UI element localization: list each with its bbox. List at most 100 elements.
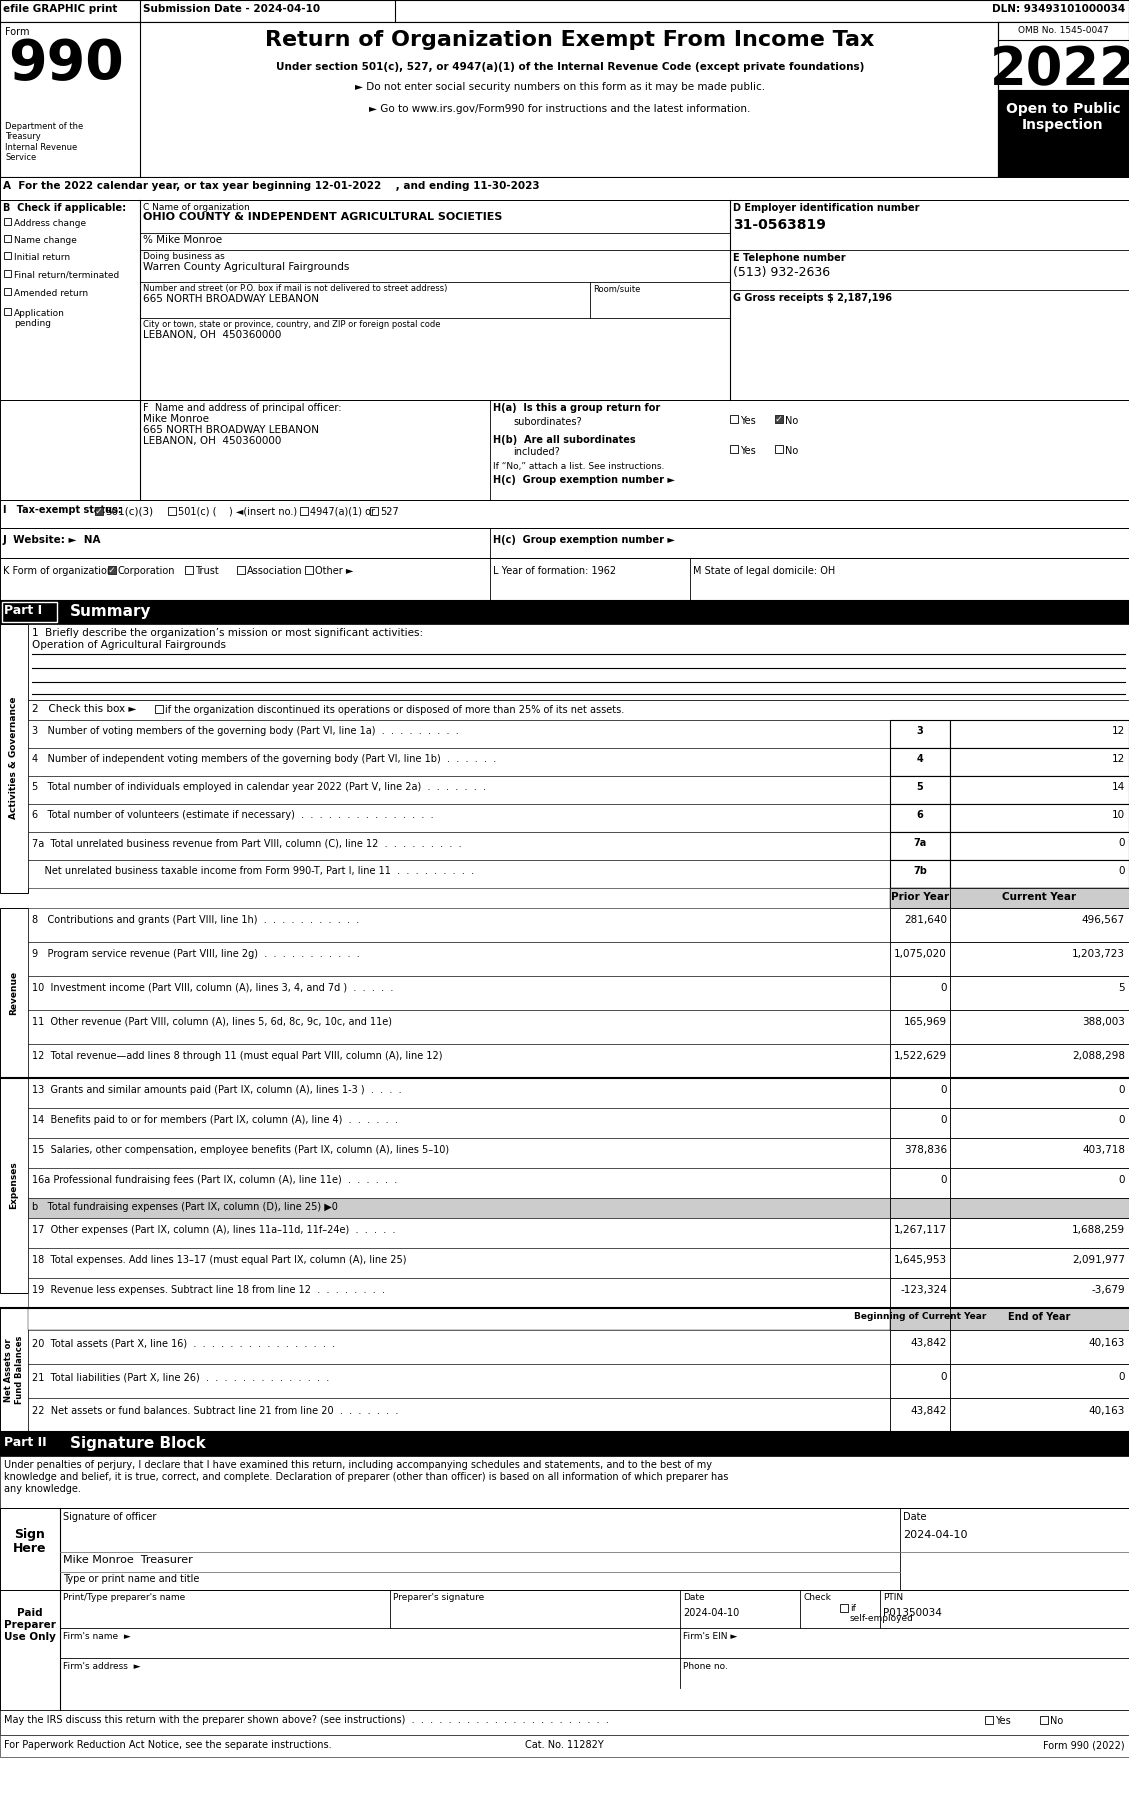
Text: Mike Monroe: Mike Monroe [143, 414, 209, 424]
Bar [108, 566, 116, 573]
Bar [890, 1308, 949, 1330]
Bar [890, 1010, 949, 1045]
Bar [890, 1197, 949, 1217]
Text: 4: 4 [917, 755, 924, 764]
Text: 5: 5 [1119, 983, 1124, 992]
Text: 40,163: 40,163 [1088, 1406, 1124, 1417]
Text: Mike Monroe  Treasurer: Mike Monroe Treasurer [63, 1555, 193, 1565]
Text: Form: Form [5, 27, 29, 36]
Text: ✓: ✓ [108, 566, 116, 575]
Bar [0, 501, 1129, 528]
Text: 527: 527 [380, 506, 399, 517]
Text: 0: 0 [1119, 1116, 1124, 1125]
Text: Net Assets or
Fund Balances: Net Assets or Fund Balances [5, 1335, 24, 1404]
Text: B  Check if applicable:: B Check if applicable: [3, 203, 126, 212]
Text: 8   Contributions and grants (Part VIII, line 1h)  .  .  .  .  .  .  .  .  .  . : 8 Contributions and grants (Part VIII, l… [32, 914, 359, 925]
Text: 7b: 7b [913, 865, 927, 876]
Text: -3,679: -3,679 [1092, 1284, 1124, 1295]
Bar [0, 1711, 1129, 1734]
Text: % Mike Monroe: % Mike Monroe [143, 236, 222, 245]
Text: M State of legal domicile: OH: M State of legal domicile: OH [693, 566, 835, 577]
Bar [28, 776, 890, 804]
Text: Name change: Name change [14, 236, 77, 245]
Text: Part II: Part II [5, 1437, 46, 1449]
Text: 1,645,953: 1,645,953 [894, 1255, 947, 1264]
Text: City or town, state or province, country, and ZIP or foreign postal code: City or town, state or province, country… [143, 319, 440, 328]
Text: Preparer's signature: Preparer's signature [393, 1593, 484, 1602]
Text: If “No,” attach a list. See instructions.: If “No,” attach a list. See instructions… [493, 463, 664, 472]
Text: 11  Other revenue (Part VIII, column (A), lines 5, 6d, 8c, 9c, 10c, and 11e): 11 Other revenue (Part VIII, column (A),… [32, 1018, 392, 1027]
Bar [949, 1078, 1129, 1108]
Text: knowledge and belief, it is true, correct, and complete. Declaration of preparer: knowledge and belief, it is true, correc… [5, 1471, 728, 1482]
Bar [0, 600, 1129, 624]
Bar [0, 1507, 1129, 1591]
Text: 4   Number of independent voting members of the governing body (Part VI, line 1b: 4 Number of independent voting members o… [32, 755, 497, 764]
Text: End of Year: End of Year [1008, 1312, 1070, 1322]
Text: 18  Total expenses. Add lines 13–17 (must equal Part IX, column (A), line 25): 18 Total expenses. Add lines 13–17 (must… [32, 1255, 406, 1264]
Bar [28, 747, 890, 776]
Bar [984, 1716, 994, 1723]
Bar [949, 889, 1129, 909]
Text: Under section 501(c), 527, or 4947(a)(1) of the Internal Revenue Code (except pr: Under section 501(c), 527, or 4947(a)(1)… [275, 62, 864, 73]
Bar [28, 833, 890, 860]
Text: 6   Total number of volunteers (estimate if necessary)  .  .  .  .  .  .  .  .  : 6 Total number of volunteers (estimate i… [32, 811, 434, 820]
Text: Yes: Yes [739, 415, 755, 426]
Text: P01350034: P01350034 [883, 1607, 942, 1618]
Bar [0, 1078, 28, 1293]
Text: Part I: Part I [5, 604, 42, 617]
Bar [28, 1197, 890, 1217]
Bar [890, 804, 949, 833]
Text: 12  Total revenue—add lines 8 through 11 (must equal Part VIII, column (A), line: 12 Total revenue—add lines 8 through 11 … [32, 1050, 443, 1061]
Text: (513) 932-2636: (513) 932-2636 [733, 267, 830, 279]
Text: 2024-04-10: 2024-04-10 [683, 1607, 739, 1618]
Text: 501(c)(3): 501(c)(3) [105, 506, 154, 517]
Text: Activities & Governance: Activities & Governance [9, 697, 18, 820]
Text: 1,075,020: 1,075,020 [894, 949, 947, 960]
Bar [949, 1197, 1129, 1217]
Text: 1,688,259: 1,688,259 [1071, 1224, 1124, 1235]
Text: Signature Block: Signature Block [70, 1437, 205, 1451]
Bar [0, 22, 1129, 178]
Bar [28, 1248, 890, 1279]
Text: OHIO COUNTY & INDEPENDENT AGRICULTURAL SOCIETIES: OHIO COUNTY & INDEPENDENT AGRICULTURAL S… [143, 212, 502, 221]
Bar [28, 1217, 890, 1248]
Bar [949, 804, 1129, 833]
Text: 0: 0 [940, 983, 947, 992]
Bar [28, 941, 890, 976]
Text: 1,203,723: 1,203,723 [1073, 949, 1124, 960]
Bar [0, 1457, 1129, 1507]
Text: 496,567: 496,567 [1082, 914, 1124, 925]
Text: 10: 10 [1112, 811, 1124, 820]
Text: A  For the 2022 calendar year, or tax year beginning 12-01-2022    , and ending : A For the 2022 calendar year, or tax yea… [3, 181, 540, 190]
Bar [949, 860, 1129, 889]
Text: 0: 0 [940, 1116, 947, 1125]
Text: Yes: Yes [739, 446, 755, 455]
Text: 14  Benefits paid to or for members (Part IX, column (A), line 4)  .  .  .  .  .: 14 Benefits paid to or for members (Part… [32, 1116, 397, 1125]
Bar [28, 1399, 890, 1431]
Text: 665 NORTH BROADWAY LEBANON: 665 NORTH BROADWAY LEBANON [143, 424, 320, 435]
Bar [890, 833, 949, 860]
Bar [5, 218, 11, 225]
Bar [28, 720, 890, 747]
Text: efile GRAPHIC print: efile GRAPHIC print [3, 4, 117, 15]
Bar [0, 909, 28, 1078]
Text: Open to Public
Inspection: Open to Public Inspection [1006, 102, 1120, 132]
Text: DLN: 93493101000034: DLN: 93493101000034 [991, 4, 1124, 15]
Text: 3   Number of voting members of the governing body (Part VI, line 1a)  .  .  .  : 3 Number of voting members of the govern… [32, 726, 458, 736]
Bar [28, 860, 890, 889]
Text: Number and street (or P.O. box if mail is not delivered to street address): Number and street (or P.O. box if mail i… [143, 285, 447, 294]
Text: D Employer identification number: D Employer identification number [733, 203, 919, 212]
Bar [0, 1431, 1129, 1457]
Text: Address change: Address change [14, 219, 86, 229]
Text: 2022: 2022 [989, 44, 1129, 96]
Text: Initial return: Initial return [14, 252, 70, 261]
Text: Yes: Yes [995, 1716, 1010, 1725]
Text: Corporation: Corporation [119, 566, 175, 577]
Text: Here: Here [14, 1542, 46, 1555]
Bar [5, 236, 11, 241]
Bar [774, 444, 784, 454]
Text: L Year of formation: 1962: L Year of formation: 1962 [493, 566, 616, 577]
Text: OMB No. 1545-0047: OMB No. 1545-0047 [1017, 25, 1109, 34]
Text: 0: 0 [1119, 1175, 1124, 1185]
Bar [0, 401, 1129, 501]
